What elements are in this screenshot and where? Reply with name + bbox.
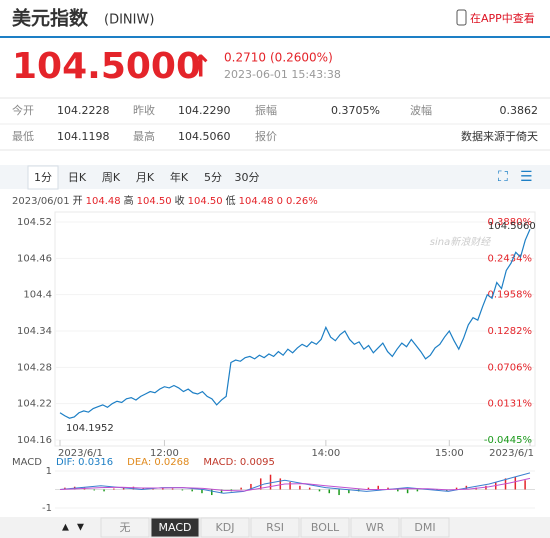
indicator-tab bbox=[100, 517, 150, 538]
dif-line bbox=[59, 472, 531, 494]
stat-label: 报价 bbox=[255, 129, 277, 143]
summary-item: 2023/06/01 bbox=[12, 196, 70, 207]
tab[interactable]: 月K bbox=[136, 171, 155, 184]
stat-value: 数据来源于倚天 bbox=[461, 129, 538, 143]
low-label: 104.1952 bbox=[66, 423, 114, 434]
summary-item: 104.48 bbox=[86, 196, 121, 207]
tab-active bbox=[27, 165, 59, 190]
app-link[interactable]: 在APP中查看 bbox=[470, 11, 535, 25]
summary-item: 0 bbox=[277, 196, 283, 207]
stat-label: 波幅 bbox=[410, 104, 432, 117]
stat-label: 振幅 bbox=[255, 103, 277, 117]
stat-value: 104.1198 bbox=[57, 130, 110, 143]
indicator-tab-label[interactable]: KDJ bbox=[216, 521, 235, 534]
tab[interactable]: 1分 bbox=[34, 171, 52, 184]
macd-y-tick: 1 bbox=[46, 466, 52, 477]
summary-item: 收 bbox=[175, 194, 185, 207]
y2-tick-label: 0.0131% bbox=[488, 399, 533, 410]
price-line bbox=[59, 229, 531, 419]
indicator-tab-label[interactable]: WR bbox=[366, 521, 385, 534]
tab[interactable]: 周K bbox=[102, 171, 121, 184]
tab[interactable]: 年K bbox=[170, 170, 189, 184]
y-tick-label: 104.46 bbox=[17, 253, 52, 264]
indicator-tab-active bbox=[150, 517, 200, 538]
macd-y-tick: -1 bbox=[42, 503, 52, 514]
summary-item: 104.50 bbox=[188, 196, 223, 207]
y-tick-label: 104.16 bbox=[17, 435, 52, 446]
y2-tick-label: 0.2434% bbox=[488, 253, 533, 264]
high-label: 104.5060 bbox=[488, 221, 536, 232]
indicator-tab-label[interactable]: RSI bbox=[266, 521, 284, 534]
stat-value: 0.3862 bbox=[500, 104, 539, 117]
arrow-button[interactable]: ▼ bbox=[77, 523, 84, 533]
summary-item: 104.50 bbox=[137, 196, 172, 207]
macd-legend: MACD: 0.0095 bbox=[203, 457, 275, 468]
stat-value: 104.5060 bbox=[178, 130, 231, 143]
tab-bar bbox=[0, 165, 550, 189]
y-tick-label: 104.22 bbox=[17, 399, 52, 410]
indicator-tab-label[interactable]: DMI bbox=[414, 521, 435, 534]
summary-item: 低 bbox=[226, 194, 236, 207]
summary-item: 104.48 bbox=[239, 196, 274, 207]
summary-item: 高 bbox=[124, 194, 134, 207]
watermark: sina新浪财经 bbox=[430, 236, 491, 248]
y-tick-label: 104.4 bbox=[23, 290, 52, 301]
price: 104.5000 bbox=[12, 46, 201, 87]
stat-value: 0.3705% bbox=[331, 104, 380, 117]
stat-label: 今开 bbox=[12, 103, 34, 117]
x-tick-label: 15:00 bbox=[435, 448, 464, 459]
y2-tick-label: 0.1282% bbox=[488, 326, 533, 337]
indicator-tab-label[interactable]: MACD bbox=[159, 521, 192, 534]
tab[interactable]: 5分 bbox=[204, 171, 222, 184]
summary-item: 0.26% bbox=[286, 196, 318, 207]
change-pct: (0.2600%) bbox=[270, 51, 333, 65]
menu-icon[interactable]: ☰ bbox=[520, 169, 533, 185]
stat-value: 104.2290 bbox=[178, 104, 231, 117]
title: 美元指数 bbox=[12, 7, 89, 30]
plot-frame bbox=[54, 211, 536, 447]
y-tick-label: 104.52 bbox=[17, 217, 52, 228]
x-tick-label: 12:00 bbox=[150, 448, 179, 459]
tab[interactable]: 日K bbox=[68, 171, 87, 184]
fullscreen-icon[interactable]: ⛶ bbox=[498, 169, 508, 185]
tab[interactable]: 30分 bbox=[235, 171, 260, 184]
y2-tick-label: -0.0445% bbox=[484, 435, 532, 446]
indicator-tab bbox=[350, 517, 400, 538]
stat-label: 昨收 bbox=[133, 103, 155, 117]
quote-time: 2023-06-01 15:43:38 bbox=[224, 68, 341, 81]
y2-tick-label: 0.1958% bbox=[488, 290, 533, 301]
indicator-tab bbox=[200, 517, 250, 538]
y2-tick-label: 0.0706% bbox=[488, 362, 533, 373]
macd-legend: DIF: 0.0316 bbox=[56, 457, 113, 468]
y-tick-label: 104.28 bbox=[17, 362, 52, 373]
indicator-tab-label[interactable]: BOLL bbox=[311, 521, 340, 534]
indicator-tab bbox=[300, 517, 350, 538]
indicator-tab-label[interactable]: 无 bbox=[120, 521, 131, 534]
y2-tick-label: 0.3880% bbox=[488, 217, 533, 228]
stat-label: 最高 bbox=[133, 129, 155, 143]
macd-legend: DEA: 0.0268 bbox=[127, 457, 189, 468]
change: 0.2710 bbox=[224, 51, 266, 65]
dea-line bbox=[59, 477, 531, 492]
arrow-button[interactable]: ▲ bbox=[62, 523, 69, 533]
stat-label: 最低 bbox=[12, 130, 34, 143]
x-tick-label: 14:00 bbox=[311, 448, 340, 459]
y-tick-label: 104.34 bbox=[17, 326, 52, 337]
indicator-tab bbox=[400, 517, 450, 538]
indicator-tab bbox=[250, 517, 300, 538]
summary-item: 开 bbox=[73, 196, 83, 207]
x-tick-label: 2023/6/1 bbox=[489, 448, 534, 459]
x-tick-label: 2023/6/1 bbox=[58, 448, 103, 459]
arrow: ↑ bbox=[188, 50, 213, 85]
code: (DINIW) bbox=[104, 13, 154, 28]
phone-icon bbox=[456, 9, 467, 26]
macd-legend: MACD bbox=[12, 457, 42, 468]
stat-value: 104.2228 bbox=[57, 104, 110, 117]
